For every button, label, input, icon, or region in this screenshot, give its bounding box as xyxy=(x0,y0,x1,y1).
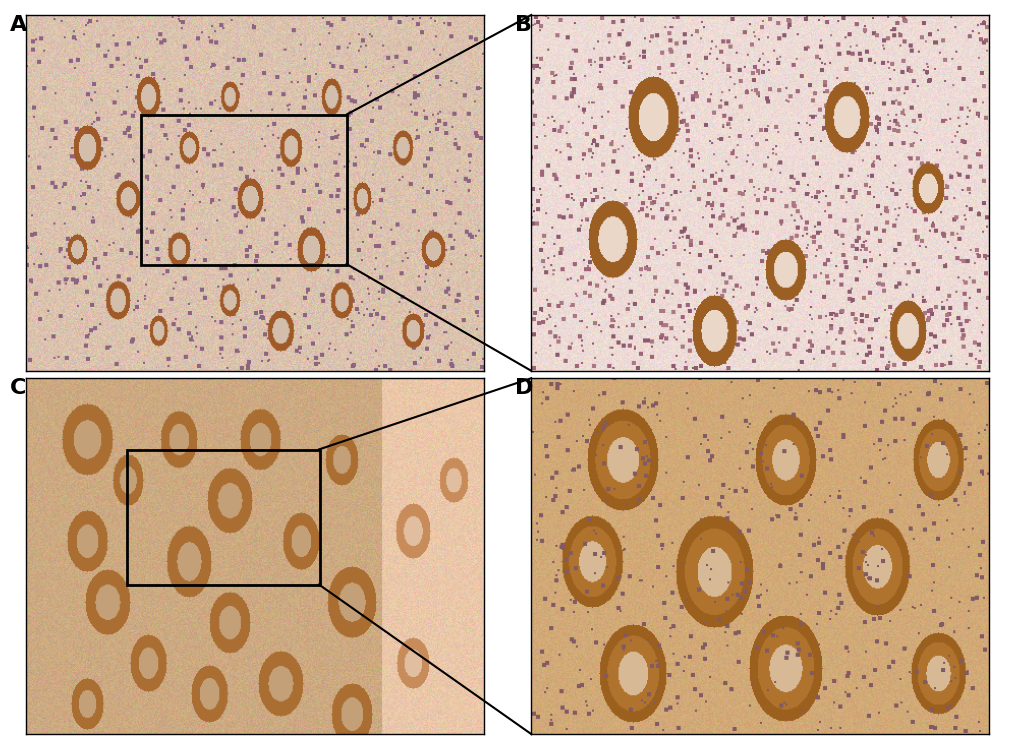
Bar xyxy=(127,450,319,585)
Text: B: B xyxy=(515,15,532,35)
Bar xyxy=(141,115,346,264)
Text: D: D xyxy=(515,378,533,398)
Text: C: C xyxy=(10,378,26,398)
Text: A: A xyxy=(10,15,28,35)
